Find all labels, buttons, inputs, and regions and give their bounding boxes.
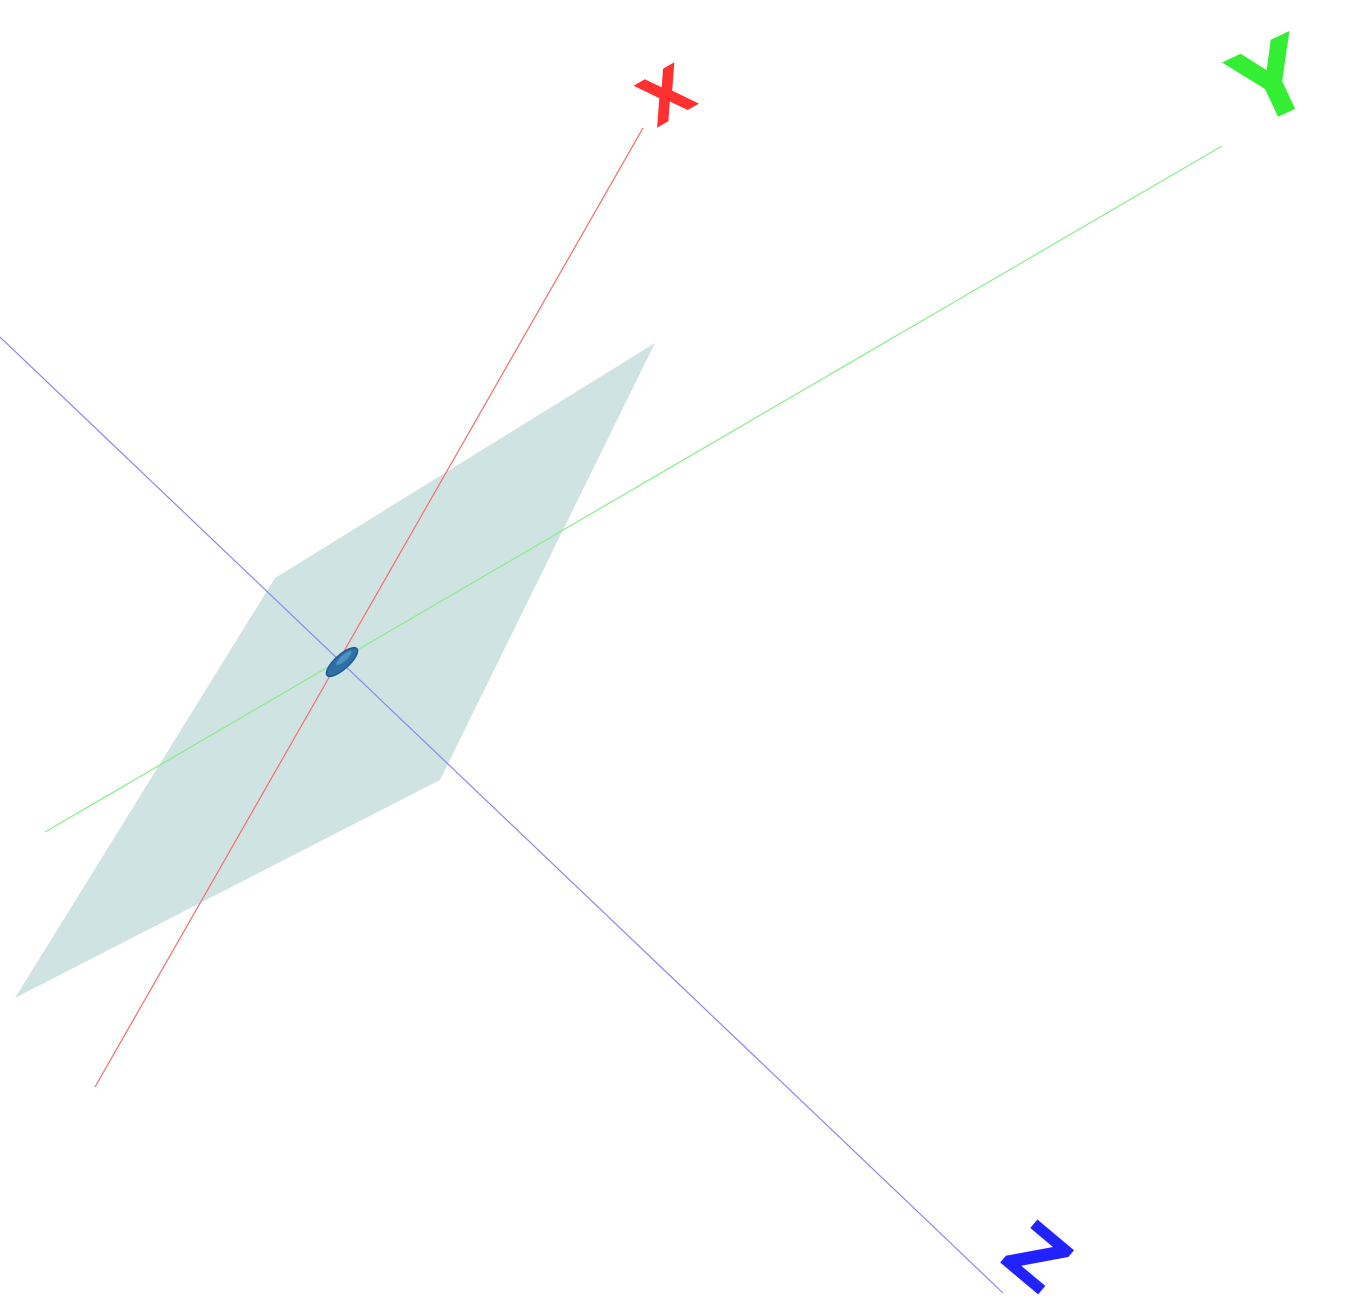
origin-marker-highlight — [336, 650, 352, 666]
x-axis-line — [94, 127, 644, 1088]
y-axis-line — [44, 145, 1223, 833]
y-axis-label: Y — [1214, 13, 1331, 151]
x-axis-label: X — [625, 50, 708, 142]
z-axis-line — [0, 336, 1004, 1294]
